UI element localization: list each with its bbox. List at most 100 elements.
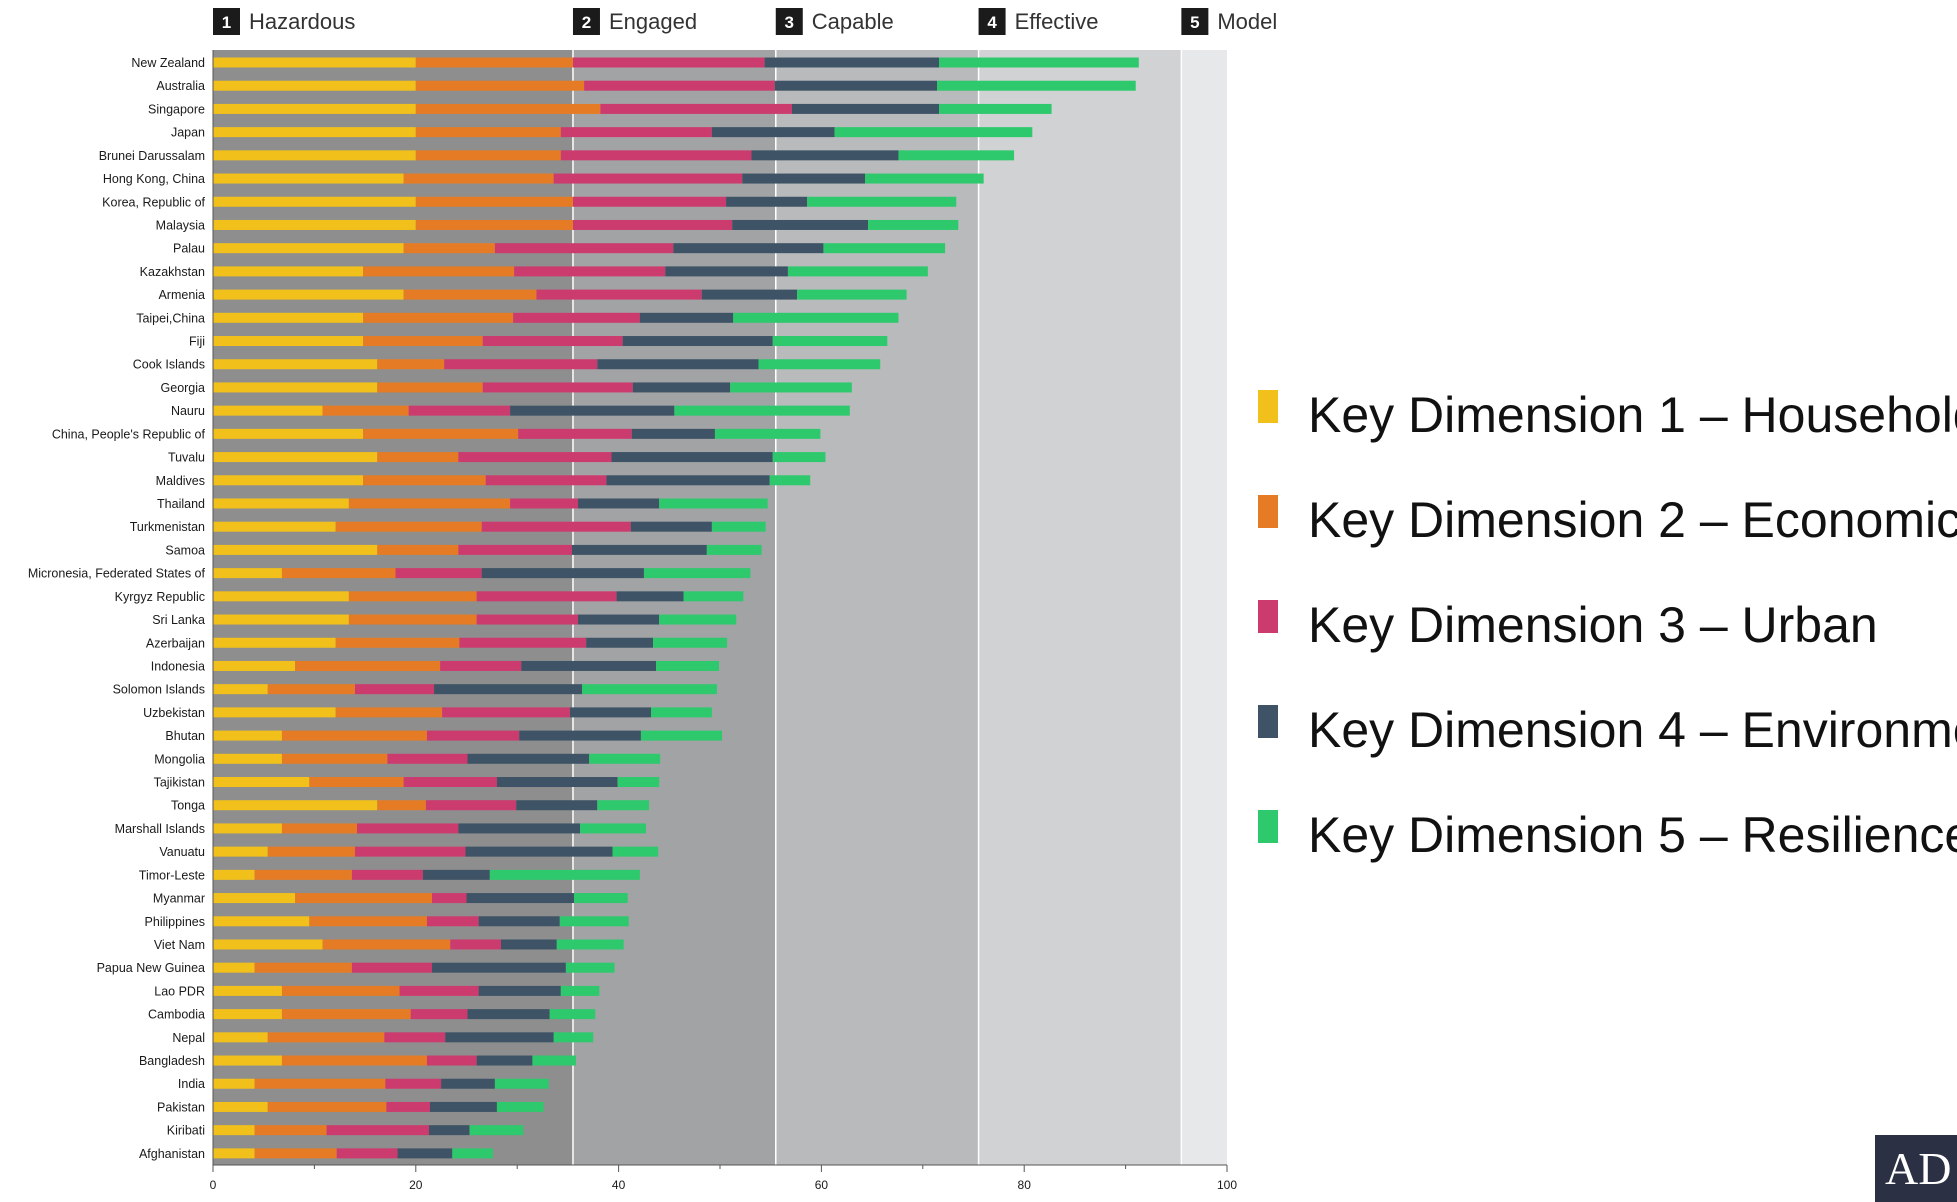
bar-segment-key-dimension-3-urban-china-people-s-republic-of (518, 428, 632, 439)
bar-segment-key-dimension-4-environment-bhutan (519, 730, 641, 741)
bar-segment-key-dimension-4-environment-kiribati (428, 1125, 470, 1136)
bar-segment-key-dimension-1-household-lao-pdr (213, 985, 282, 996)
bar-segment-key-dimension-1-household-malaysia (213, 219, 416, 230)
category-label: Myanmar (153, 892, 205, 906)
bar-segment-key-dimension-5-resilience-micronesia-federated-states-of (643, 568, 751, 579)
category-label: Kazakhstan (140, 265, 205, 279)
legend-label-urban: Key Dimension 3 – Urban (1308, 596, 1878, 653)
category-label: Tajikistan (154, 776, 205, 790)
bar-segment-key-dimension-5-resilience-cambodia (549, 1009, 596, 1020)
bar-segment-key-dimension-3-urban-timor-leste (351, 869, 423, 880)
category-label: Malaysia (156, 218, 205, 232)
category-label: Japan (171, 126, 205, 140)
bar-segment-key-dimension-4-environment-turkmenistan (630, 521, 712, 532)
bar-segment-key-dimension-3-urban-solomon-islands (354, 684, 435, 695)
bar-segment-key-dimension-3-urban-viet-nam (450, 939, 501, 950)
bar-segment-key-dimension-2-economic-kyrgyz-republic (348, 591, 477, 602)
category-label: Azerbaijan (146, 636, 205, 650)
bar-segment-key-dimension-3-urban-kiribati (326, 1125, 429, 1136)
bar-segment-key-dimension-5-resilience-azerbaijan (653, 637, 728, 648)
bar-segment-key-dimension-2-economic-tuvalu (377, 452, 459, 463)
bar-segment-key-dimension-3-urban-sri-lanka (476, 614, 579, 625)
bar-segment-key-dimension-2-economic-mongolia (281, 753, 388, 764)
bar-segment-key-dimension-5-resilience-thailand (659, 498, 768, 509)
band-number: 2 (582, 13, 591, 32)
bar-segment-key-dimension-4-environment-hong-kong-china (742, 173, 866, 184)
legend-swatch-environment (1258, 705, 1278, 738)
bar-segment-key-dimension-5-resilience-vanuatu (612, 846, 659, 857)
bar-segment-key-dimension-5-resilience-cook-islands (758, 359, 881, 370)
bar-segment-key-dimension-5-resilience-lao-pdr (560, 985, 600, 996)
bar-segment-key-dimension-3-urban-vanuatu (354, 846, 466, 857)
bar-segment-key-dimension-3-urban-marshall-islands (356, 823, 459, 834)
bar-segment-key-dimension-5-resilience-sri-lanka (659, 614, 737, 625)
bar-segment-key-dimension-2-economic-fiji (363, 336, 483, 347)
bar-segment-key-dimension-2-economic-cook-islands (377, 359, 445, 370)
category-label: Marshall Islands (115, 822, 205, 836)
category-label: Singapore (148, 102, 205, 116)
bar-segment-key-dimension-2-economic-lao-pdr (281, 985, 400, 996)
bar-segment-key-dimension-3-urban-thailand (510, 498, 579, 509)
bar-segment-key-dimension-2-economic-tajikistan (309, 777, 404, 788)
category-label: Nepal (172, 1031, 205, 1045)
bar-segment-key-dimension-4-environment-micronesia-federated-states-of (481, 568, 644, 579)
bar-segment-key-dimension-5-resilience-hong-kong-china (865, 173, 984, 184)
category-label: Australia (156, 79, 205, 93)
bar-segment-key-dimension-4-environment-armenia (701, 289, 798, 300)
bar-segment-key-dimension-5-resilience-timor-leste (489, 869, 640, 880)
bar-segment-key-dimension-3-urban-nauru (408, 405, 511, 416)
bar-segment-key-dimension-2-economic-turkmenistan (335, 521, 482, 532)
band-number: 4 (987, 13, 997, 32)
bar-segment-key-dimension-1-household-hong-kong-china (213, 173, 404, 184)
bar-segment-key-dimension-1-household-azerbaijan (213, 637, 336, 648)
bar-segment-key-dimension-4-environment-vanuatu (465, 846, 613, 857)
bars (213, 57, 1139, 1159)
bar-segment-key-dimension-5-resilience-australia (936, 80, 1136, 91)
bar-segment-key-dimension-3-urban-singapore (600, 103, 792, 114)
bar-segment-key-dimension-4-environment-pakistan (429, 1101, 497, 1112)
bar-segment-key-dimension-2-economic-palau (403, 243, 495, 254)
bar-segment-key-dimension-1-household-pakistan (213, 1101, 268, 1112)
bar-segment-key-dimension-2-economic-viet-nam (322, 939, 451, 950)
band-headers: 1 Hazardous 2 Engaged 3 Capable 4 Effective 5 Mod… (213, 8, 1277, 35)
band-number-box (1181, 8, 1209, 35)
band-name-model: Model (1217, 9, 1277, 34)
category-label: Cook Islands (133, 358, 205, 372)
legend-label-environment: Key Dimension 4 – Environment (1308, 701, 1957, 758)
category-label: Cambodia (148, 1008, 205, 1022)
category-label: India (178, 1077, 205, 1091)
category-label: Samoa (165, 543, 205, 557)
bar-segment-key-dimension-5-resilience-marshall-islands (580, 823, 646, 834)
bar-segment-key-dimension-3-urban-hong-kong-china (553, 173, 743, 184)
bar-segment-key-dimension-4-environment-cambodia (467, 1009, 550, 1020)
bar-segment-key-dimension-4-environment-solomon-islands (434, 684, 583, 695)
bar-segment-key-dimension-2-economic-myanmar (295, 893, 433, 904)
category-label: Thailand (157, 497, 205, 511)
bar-segment-key-dimension-3-urban-malaysia (572, 219, 733, 230)
bar-segment-key-dimension-5-resilience-india (494, 1078, 549, 1089)
legend-label-household: Key Dimension 1 – Household (1308, 386, 1957, 443)
category-label: Kyrgyz Republic (115, 590, 205, 604)
bar-segment-key-dimension-2-economic-papua-new-guinea (254, 962, 352, 973)
category-label: Fiji (189, 335, 205, 349)
bar-segment-key-dimension-4-environment-brunei-darussalam (751, 150, 899, 161)
bar-segment-key-dimension-3-urban-cook-islands (444, 359, 598, 370)
bar-segment-key-dimension-3-urban-turkmenistan (481, 521, 631, 532)
bar-segment-key-dimension-1-household-samoa (213, 544, 378, 555)
bar-segment-key-dimension-2-economic-solomon-islands (267, 684, 355, 695)
band-divider-lines (572, 50, 1183, 1165)
bar-segment-key-dimension-1-household-taipei-china (213, 312, 364, 323)
bar-segment-key-dimension-1-household-thailand (213, 498, 349, 509)
bar-segment-key-dimension-1-household-bangladesh (213, 1055, 282, 1066)
bar-segment-key-dimension-1-household-uzbekistan (213, 707, 336, 718)
bar-segment-key-dimension-4-environment-azerbaijan (586, 637, 654, 648)
bar-segment-key-dimension-3-urban-bhutan (426, 730, 520, 741)
category-label: Pakistan (157, 1100, 205, 1114)
bar-segment-key-dimension-1-household-japan (213, 127, 416, 138)
category-label: Georgia (161, 381, 206, 395)
bar-segment-key-dimension-2-economic-vanuatu (267, 846, 355, 857)
bar-segment-key-dimension-5-resilience-afghanistan (452, 1148, 493, 1159)
bar-segment-key-dimension-5-resilience-bhutan (640, 730, 723, 741)
category-label: Afghanistan (139, 1147, 205, 1161)
category-label: Philippines (145, 915, 205, 929)
